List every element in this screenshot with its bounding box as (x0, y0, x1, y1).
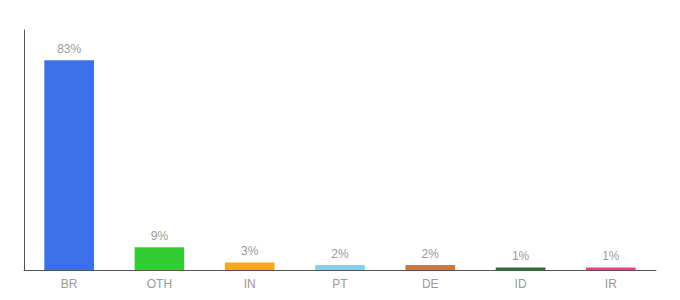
svg-text:ID: ID (515, 277, 527, 291)
svg-text:2%: 2% (422, 247, 440, 261)
svg-text:OTH: OTH (147, 277, 172, 291)
svg-text:83%: 83% (57, 42, 81, 56)
svg-text:1%: 1% (512, 249, 530, 263)
svg-text:IR: IR (605, 277, 617, 291)
svg-text:BR: BR (61, 277, 78, 291)
svg-text:DE: DE (422, 277, 439, 291)
svg-text:IN: IN (244, 277, 256, 291)
svg-text:2%: 2% (331, 247, 349, 261)
svg-text:1%: 1% (602, 249, 620, 263)
svg-text:9%: 9% (151, 229, 169, 243)
svg-text:PT: PT (332, 277, 348, 291)
svg-text:3%: 3% (241, 244, 259, 258)
